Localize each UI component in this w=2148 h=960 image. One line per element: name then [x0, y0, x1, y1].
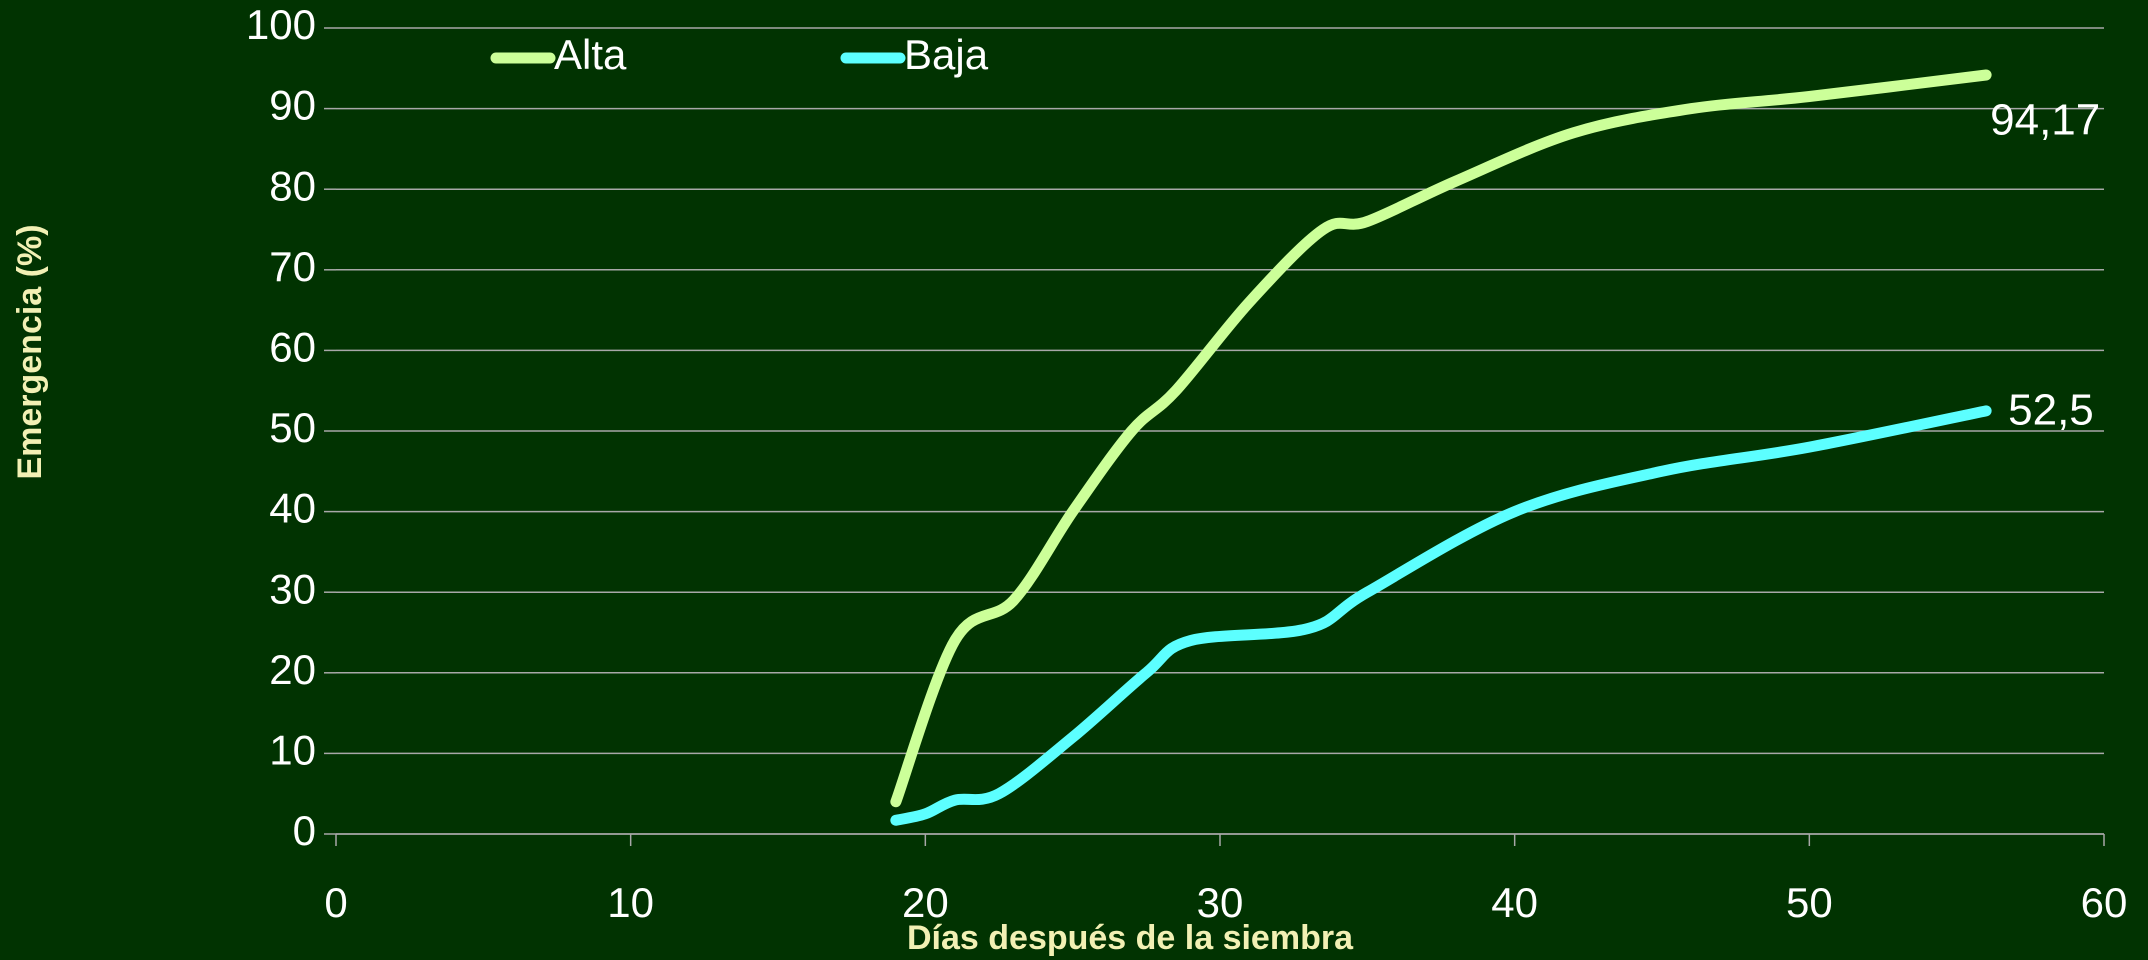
x-tick-label: 0: [324, 879, 347, 926]
x-tick-label: 10: [607, 879, 654, 926]
series-line: [890, 405, 1992, 826]
x-tick-label: 60: [2081, 879, 2128, 926]
y-tick-label: 0: [293, 807, 316, 854]
y-tick-label: 70: [269, 243, 316, 290]
y-axis-title: Emergencia (%): [11, 224, 49, 479]
y-tick-label: 80: [269, 162, 316, 209]
data-label: 52,5: [2008, 385, 2094, 434]
x-axis-title: Días después de la siembra: [907, 919, 1354, 957]
y-tick-label: 100: [246, 1, 316, 48]
legend-label: Alta: [554, 31, 627, 78]
y-tick-label: 60: [269, 323, 316, 370]
y-tick-label: 90: [269, 82, 316, 129]
legend-label: Baja: [904, 31, 989, 78]
y-tick-label: 50: [269, 404, 316, 451]
data-label: 94,17: [1990, 96, 2100, 145]
y-tick-label: 20: [269, 646, 316, 693]
x-tick-label: 20: [902, 879, 949, 926]
x-tick-label: 50: [1786, 879, 1833, 926]
x-tick-label: 30: [1197, 879, 1244, 926]
y-tick-label: 10: [269, 726, 316, 773]
y-tick-label: 40: [269, 485, 316, 532]
x-tick-label: 40: [1491, 879, 1538, 926]
series-line: [890, 69, 1992, 808]
y-tick-label: 30: [269, 565, 316, 612]
